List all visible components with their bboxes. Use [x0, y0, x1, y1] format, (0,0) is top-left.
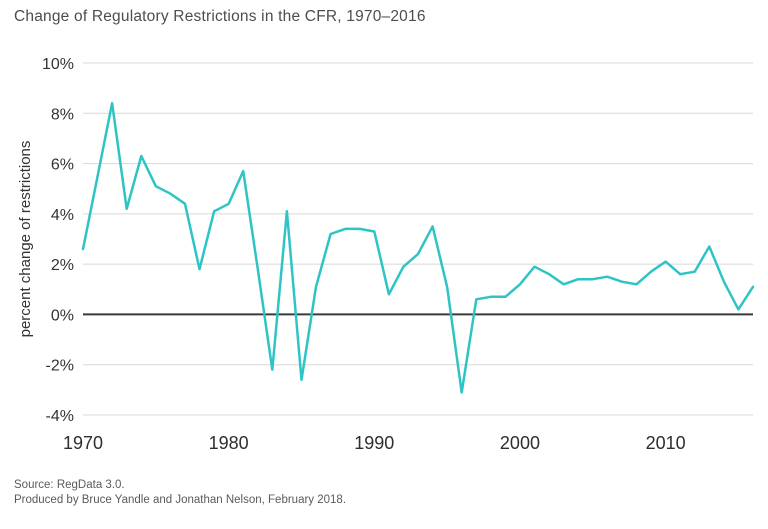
- chart-title: Change of Regulatory Restrictions in the…: [14, 8, 426, 25]
- source-note: Source: RegData 3.0.: [14, 479, 125, 491]
- x-tick-label: 2000: [500, 433, 540, 453]
- y-tick-label: 2%: [51, 257, 74, 274]
- y-tick-label: 10%: [42, 56, 74, 73]
- chart-footer: Source: RegData 3.0. Produced by Bruce Y…: [14, 478, 346, 508]
- y-tick-label: 8%: [51, 106, 74, 123]
- y-tick-label: -4%: [46, 408, 74, 425]
- credit-note: Produced by Bruce Yandle and Jonathan Ne…: [14, 494, 347, 506]
- x-tick-label: 1980: [209, 433, 249, 453]
- y-tick-label: 4%: [51, 207, 74, 224]
- x-tick-label: 1970: [63, 433, 103, 453]
- data-line-series: [81, 101, 755, 394]
- y-axis-label: percent change of restrictions: [17, 141, 34, 338]
- x-tick-label: 2010: [646, 433, 686, 453]
- y-tick-label: 0%: [51, 307, 74, 324]
- y-tick-label: 6%: [51, 157, 74, 174]
- x-tick-label: 1990: [354, 433, 394, 453]
- y-tick-label: -2%: [46, 358, 74, 375]
